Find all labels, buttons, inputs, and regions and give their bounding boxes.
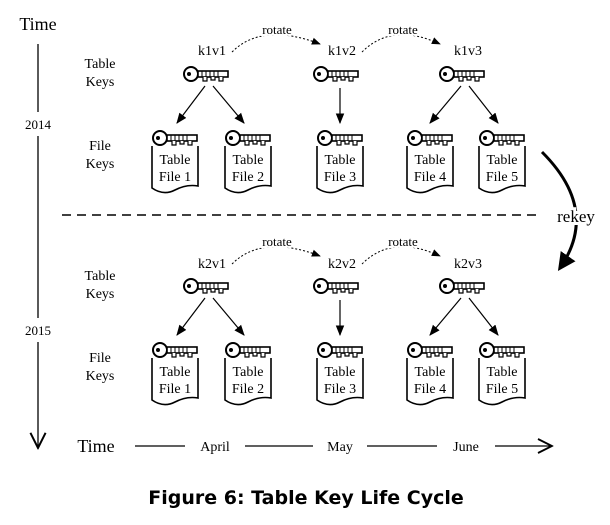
file-label-line1: Table bbox=[233, 365, 264, 380]
table-key-icon bbox=[183, 278, 229, 294]
figure-caption: Figure 6: Table Key Life Cycle bbox=[148, 487, 464, 509]
file-label-line1: Table bbox=[487, 153, 518, 168]
time-axis-label-horizontal: Time bbox=[77, 436, 114, 456]
vertical-time-axis: Time 2014 2015 bbox=[19, 14, 57, 448]
file-key-icon bbox=[479, 342, 525, 358]
file-label-line1: Table bbox=[160, 365, 191, 380]
time-axis-label-vertical: Time bbox=[19, 14, 56, 34]
rekey-label: rekey bbox=[557, 207, 595, 226]
table-file-icon: Table File 3 bbox=[316, 130, 364, 194]
table-file-icon: Table File 4 bbox=[406, 342, 454, 406]
rotate-label: rotate bbox=[262, 234, 292, 249]
month-label: May bbox=[327, 440, 353, 455]
file-label-line1: Table bbox=[325, 153, 356, 168]
table-key-icon bbox=[439, 66, 485, 82]
file-label-line2: File 2 bbox=[232, 170, 264, 185]
file-key-icon bbox=[152, 342, 198, 358]
table-keys-label: Table bbox=[85, 57, 116, 72]
file-key-icon bbox=[407, 342, 453, 358]
file-label-line1: Table bbox=[487, 365, 518, 380]
file-label-line1: Table bbox=[325, 365, 356, 380]
key-version-label: k2v1 bbox=[198, 257, 226, 272]
file-key-icon bbox=[317, 342, 363, 358]
period-2: Table Keys File Keys k2v1 k2v2 k2v3 rota… bbox=[85, 232, 526, 406]
month-label: April bbox=[200, 440, 230, 455]
year-label-2014: 2014 bbox=[25, 117, 52, 132]
table-key-icon bbox=[313, 66, 359, 82]
file-label-line2: File 2 bbox=[232, 382, 264, 397]
table-file-icon: Table File 3 bbox=[316, 342, 364, 406]
file-key-icon bbox=[407, 130, 453, 146]
table-file-icon: Table File 5 bbox=[478, 342, 526, 406]
table-keys-label: Keys bbox=[86, 287, 115, 302]
file-label-line2: File 3 bbox=[324, 382, 356, 397]
key-version-label: k2v3 bbox=[454, 257, 482, 272]
file-label-line2: File 4 bbox=[414, 382, 446, 397]
key-version-label: k1v1 bbox=[198, 44, 226, 59]
year-label-2015: 2015 bbox=[25, 323, 51, 338]
file-label-line2: File 5 bbox=[486, 382, 518, 397]
file-label-line2: File 3 bbox=[324, 170, 356, 185]
rotate-label: rotate bbox=[262, 22, 292, 37]
key-version-label: k1v2 bbox=[328, 44, 356, 59]
file-keys-label: File bbox=[89, 351, 111, 366]
file-key-icon bbox=[225, 130, 271, 146]
month-label: June bbox=[453, 440, 479, 455]
file-label-line1: Table bbox=[415, 153, 446, 168]
file-label-line1: Table bbox=[160, 153, 191, 168]
file-key-icon bbox=[317, 130, 363, 146]
table-keys-label: Keys bbox=[86, 75, 115, 90]
file-icon-row-2: Table File 1 Table File 2 Table File 3 Table Fi… bbox=[151, 342, 526, 406]
file-label-line1: Table bbox=[415, 365, 446, 380]
file-key-icon bbox=[225, 342, 271, 358]
key-version-label: k1v3 bbox=[454, 44, 482, 59]
table-file-icon: Table File 2 bbox=[224, 130, 272, 194]
table-key-icon bbox=[313, 278, 359, 294]
file-label-line2: File 4 bbox=[414, 170, 446, 185]
table-file-icon: Table File 5 bbox=[478, 130, 526, 194]
table-keys-label: Table bbox=[85, 269, 116, 284]
rekey-arrow bbox=[540, 150, 578, 271]
file-key-icon bbox=[479, 130, 525, 146]
table-file-icon: Table File 2 bbox=[224, 342, 272, 406]
table-key-icon bbox=[183, 66, 229, 82]
horizontal-time-axis: Time April May June bbox=[77, 436, 552, 456]
file-label-line2: File 5 bbox=[486, 170, 518, 185]
file-keys-label: Keys bbox=[86, 157, 115, 172]
file-keys-label: Keys bbox=[86, 369, 115, 384]
file-label-line2: File 1 bbox=[159, 170, 191, 185]
table-key-icon bbox=[439, 278, 485, 294]
file-keys-label: File bbox=[89, 139, 111, 154]
table-file-icon: Table File 1 bbox=[151, 342, 199, 406]
file-key-icon bbox=[152, 130, 198, 146]
file-label-line1: Table bbox=[233, 153, 264, 168]
file-icon-row-1: Table File 1 Table File 2 Table File 3 Table Fi… bbox=[151, 130, 526, 194]
table-file-icon: Table File 4 bbox=[406, 130, 454, 194]
period-1: Table Keys File Keys k1v1 k1v2 k1v3 rota… bbox=[85, 20, 526, 194]
rotate-label: rotate bbox=[388, 234, 418, 249]
key-version-label: k2v2 bbox=[328, 257, 356, 272]
file-label-line2: File 1 bbox=[159, 382, 191, 397]
table-file-icon: Table File 1 bbox=[151, 130, 199, 194]
rotate-label: rotate bbox=[388, 22, 418, 37]
